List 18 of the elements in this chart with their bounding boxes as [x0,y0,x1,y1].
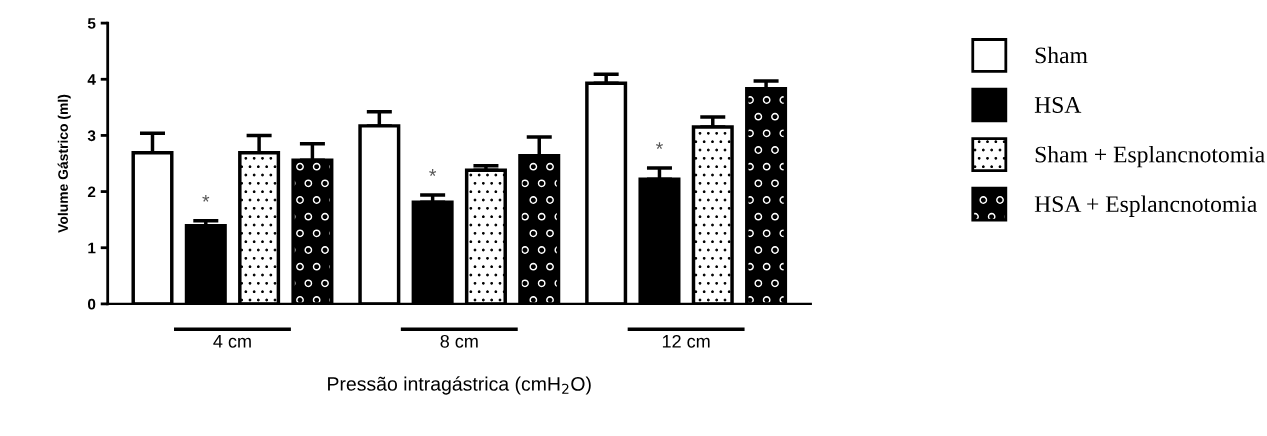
legend-label: HSA + Esplancnotomia [1034,195,1258,217]
x-tick-label: 4 cm [213,335,251,348]
legend-label: HSA [1034,97,1082,113]
annotation: * [202,194,210,202]
y-tick-label: 1 [88,242,96,254]
annotation: * [656,142,663,149]
annotation: * [429,169,437,176]
y-tick-label: 2 [87,186,96,198]
y-tick-label: 5 [87,18,96,29]
y-tick-label: 4 [87,74,96,85]
x-axis-title: Pressão intragástrica (cmH$_{2}$O) [328,376,591,395]
x-tick-label: 8 cm [440,334,478,348]
legend-label: Sham [1035,46,1088,64]
legend-label: Sham + Esplancnotomia [1035,145,1265,168]
x-tick-label: 12 cm [662,334,710,348]
y-tick-label: 0 [88,298,96,310]
y-tick-label: 3 [87,130,96,142]
y-axis-title: Volume Gástrico (ml) [57,94,71,233]
